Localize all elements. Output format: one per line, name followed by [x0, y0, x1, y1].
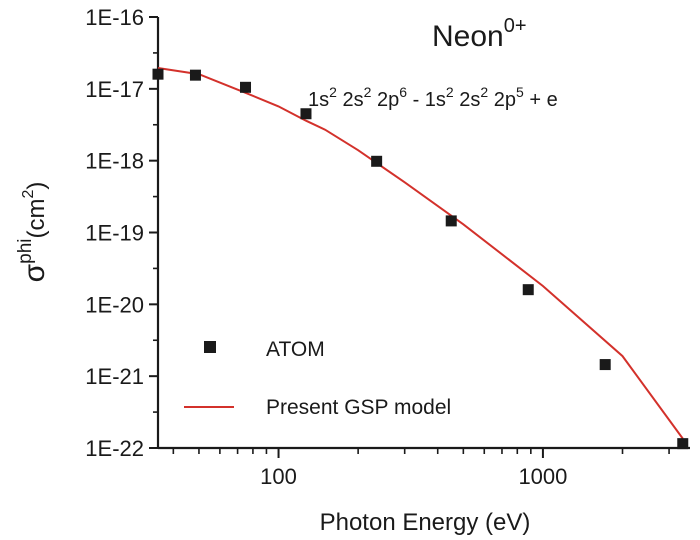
transition-part: 1s [308, 89, 329, 111]
transition-annotation: 1s2 2s2 2p6 - 1s2 2s2 2p5 + e [308, 84, 558, 111]
transition-part: 2p [488, 89, 516, 111]
transition-part: 2 [329, 84, 337, 100]
transition-part: 2s [454, 89, 481, 111]
transition-part: 2p [371, 89, 399, 111]
series-layer [152, 67, 689, 450]
transition-part: + e [524, 89, 558, 111]
legend-label-gsp: Present GSP model [266, 396, 451, 419]
atom-data-point [677, 438, 689, 450]
x-tick-label: 100 [260, 464, 297, 489]
transition-part: 2 [446, 84, 454, 100]
legend-marker-atom [204, 341, 216, 353]
y-tick-label: 1E-16 [85, 5, 144, 30]
y-axis-ticks: 1E-22 1E-21 1E-20 1E-19 1E-18 1E-17 1E-16 [85, 5, 158, 461]
atom-data-point [371, 155, 383, 167]
chart-title: Neon0+ [432, 15, 527, 53]
y-axis-label: σphi(cm2) [15, 182, 51, 283]
gsp-model-line [157, 67, 684, 440]
atom-data-point [152, 68, 164, 80]
y-tick-label: 1E-20 [85, 292, 144, 317]
transition-part: 2 [480, 84, 488, 100]
transition-part: 5 [516, 84, 524, 100]
y-tick-label: 1E-18 [85, 149, 144, 174]
y-tick-label: 1E-21 [85, 364, 144, 389]
transition-part: 6 [399, 84, 407, 100]
transition-part: 1s [425, 89, 446, 111]
y-tick-label: 1E-22 [85, 436, 144, 461]
atom-data-point [189, 69, 201, 81]
atom-data-point [445, 215, 457, 227]
atom-data-point [300, 108, 312, 120]
atom-data-point [599, 359, 611, 371]
x-axis-ticks: 100 1000 [172, 448, 670, 489]
y-tick-label: 1E-19 [85, 221, 144, 246]
legend-label-atom: ATOM [266, 338, 325, 361]
atom-data-point [240, 81, 252, 93]
transition-part: 2 [364, 84, 372, 100]
transition-part: - [407, 89, 425, 111]
x-tick-label: 1000 [518, 464, 567, 489]
transition-part: 2s [337, 89, 364, 111]
x-axis-label: Photon Energy (eV) [320, 509, 531, 536]
atom-data-point [522, 284, 534, 296]
plot-frame [156, 17, 690, 450]
y-tick-label: 1E-17 [85, 77, 144, 102]
legend: ATOM Present GSP model [184, 338, 451, 419]
